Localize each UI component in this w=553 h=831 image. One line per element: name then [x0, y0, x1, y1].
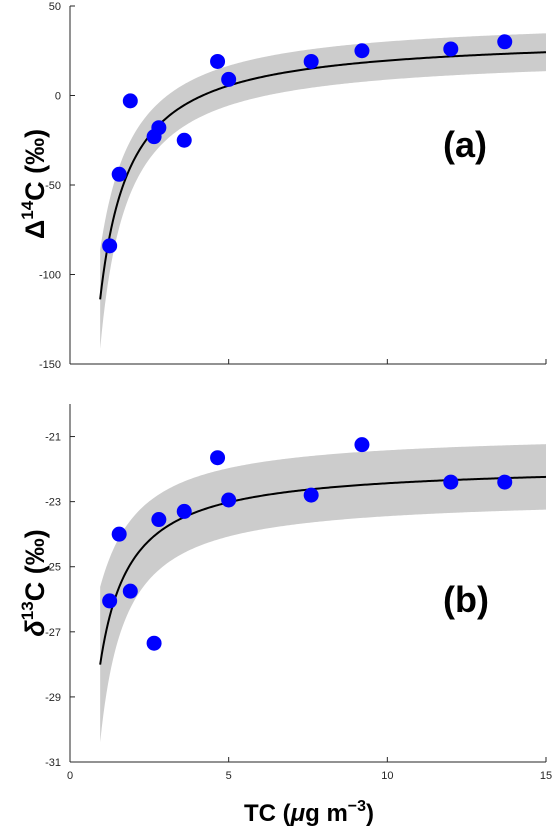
panel-b-ylabel-rest: C (‰): [20, 529, 50, 601]
panel-a-data-point: [122, 93, 138, 109]
panel-b-fit-curve: [99, 475, 547, 665]
panel-b-ylabel-sup: 13: [18, 601, 37, 620]
panel-a-data-point: [210, 53, 226, 69]
panel-a-data-point: [497, 34, 513, 50]
xlabel-unit: g m: [305, 800, 348, 827]
panel-b-y-axis-label: δ13C (‰): [18, 529, 50, 636]
panel-a-fit-curve: [99, 51, 547, 300]
panel-b-points: [102, 437, 513, 651]
panel-a-data-point: [151, 120, 167, 136]
panel-b-data-point: [111, 526, 127, 542]
panel-b-data-point: [303, 487, 319, 503]
panel-b-y-tick-label: -27: [45, 627, 61, 639]
panel-b-data-point: [443, 474, 459, 490]
panel-b-data-point: [151, 512, 167, 528]
panel-b-y-tick-label: -29: [45, 692, 61, 704]
xlabel-prefix: TC (: [244, 800, 291, 827]
panel-a-confidence-band-layer: [100, 33, 547, 349]
panel-b-confidence-band-layer: [100, 444, 547, 743]
panel-a-y-tick-label: 0: [55, 91, 61, 103]
panel-b-x-tick-label: 0: [67, 770, 73, 782]
panel-a-chart: 50 0 -50 -100 -150 (a) Δ14C (‰): [18, 1, 547, 371]
panel-b-data-point: [122, 583, 138, 599]
panel-a-data-point: [176, 132, 192, 148]
panel-b-y-tick-label: -31: [45, 757, 61, 769]
panel-a-data-point: [303, 53, 319, 69]
panel-b-chart: -21 -23 -25 -27 -29 -31 0 5 10 15 (b) δ13C (‰) TC…: [18, 404, 552, 827]
panel-b-data-point: [354, 437, 370, 453]
panel-a-data-point: [221, 71, 237, 87]
panel-a-points: [102, 34, 513, 254]
panel-a-y-tick-label: -100: [39, 270, 61, 282]
panel-a-data-point: [443, 41, 459, 57]
xlabel-sup: −3: [348, 798, 366, 815]
panel-b-data-point: [102, 593, 118, 609]
panel-a-data-point: [111, 166, 127, 182]
x-axis-label: TC (μg m−3): [244, 798, 374, 827]
panel-a-data-point: [102, 238, 118, 254]
panel-b-ylabel-prefix: δ: [20, 620, 50, 637]
panel-a-confidence-band: [100, 33, 547, 349]
panel-b-data-point: [146, 635, 162, 651]
panel-b-y-tick-label: -23: [45, 497, 61, 509]
panel-a-fit-curve-layer: [99, 51, 547, 300]
panel-a-y-tick-label: -50: [45, 180, 61, 192]
panel-b-data-point: [497, 474, 513, 490]
panel-b-data-point: [210, 450, 226, 466]
panel-a-label: (a): [443, 124, 487, 165]
panel-b-confidence-band: [100, 444, 547, 743]
panel-b-x-tick-label: 5: [226, 770, 232, 782]
panel-b-y-tick-label: -25: [45, 562, 61, 574]
panel-a-axes: 50 0 -50 -100 -150: [39, 1, 547, 371]
panel-b-x-tick-label: 15: [540, 770, 552, 782]
panel-a-ylabel-rest: C (‰): [20, 129, 50, 201]
panel-a-ylabel-sup: 14: [18, 200, 37, 219]
xlabel-mu: μ: [290, 800, 306, 827]
panel-b-data-point: [221, 492, 237, 508]
panel-a-y-axis-label: Δ14C (‰): [18, 129, 50, 239]
panel-b-axes: -21 -23 -25 -27 -29 -31 0 5 10 15: [45, 404, 552, 782]
panel-a-y-tick-label: -150: [39, 359, 61, 371]
panel-a-y-tick-label: 50: [49, 1, 61, 13]
panel-b-data-point: [176, 503, 192, 519]
panel-b-y-tick-label: -21: [45, 432, 61, 444]
panel-a-ylabel-prefix: Δ: [20, 220, 50, 239]
panel-b-x-tick-label: 10: [381, 770, 393, 782]
panel-b-fit-curve-layer: [99, 475, 547, 665]
panel-a-data-point: [354, 43, 370, 59]
xlabel-close: ): [366, 800, 374, 827]
panel-b-label: (b): [443, 579, 489, 620]
